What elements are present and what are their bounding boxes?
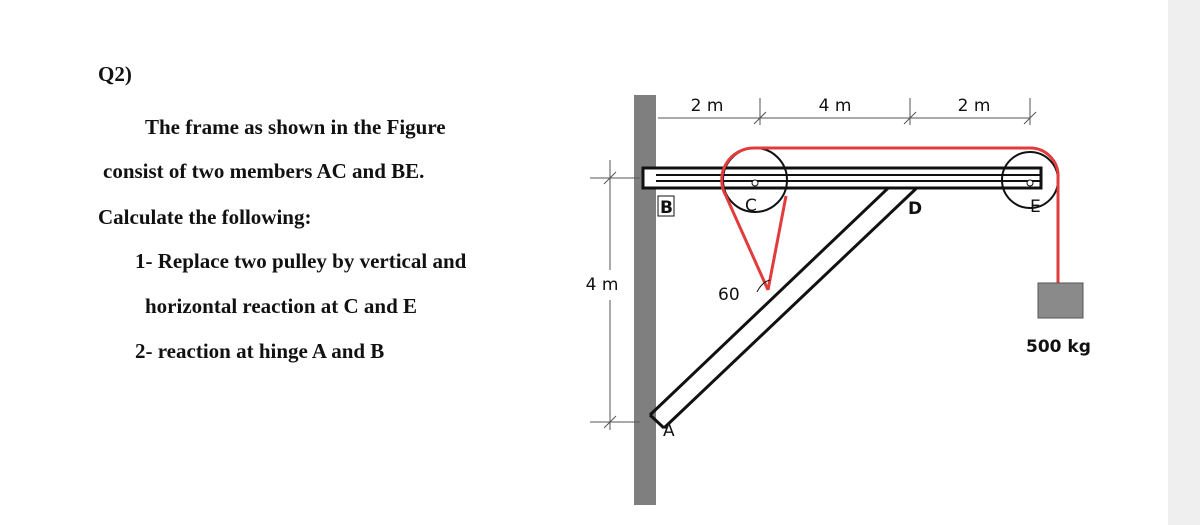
question-number: Q2) (98, 62, 132, 86)
point-label: C (745, 196, 757, 216)
member-ac (648, 170, 924, 430)
member-be (641, 166, 1043, 190)
rope (720, 146, 1060, 291)
page: Q2) The frame as shown in the Figure con… (0, 0, 1168, 525)
pulley-pin (1026, 179, 1034, 187)
dimension-label: 4 m (819, 96, 852, 116)
pulley-pin (751, 179, 759, 187)
label-box (657, 195, 675, 217)
angle-label: 60 (718, 285, 740, 305)
point-label: B (660, 198, 673, 218)
point-label: A (663, 421, 675, 441)
point-label: D (908, 199, 922, 219)
angle-arc (756, 279, 771, 293)
point-label: E (1030, 197, 1041, 217)
rope (766, 195, 788, 291)
mass-label: 500 kg (1026, 337, 1091, 357)
dimension-lines (590, 98, 1037, 430)
question-line: 1- Replace two pulley by vertical and (135, 249, 467, 273)
dimension-label: 2 m (958, 96, 991, 116)
question-line: The frame as shown in the Figure (145, 115, 446, 139)
dimension-label: 4 m (586, 275, 619, 295)
question-line: Calculate the following: (98, 205, 312, 229)
question-line: horizontal reaction at C and E (145, 294, 418, 318)
weight (1037, 282, 1084, 319)
wall (634, 95, 656, 505)
question-line: consist of two members AC and BE. (103, 159, 425, 183)
dimension-label: 2 m (691, 96, 724, 116)
frame-figure: 2 m 4 m 2 m 4 m B C D E A 60 500 kg (586, 95, 1091, 505)
question-line: 2- reaction at hinge A and B (135, 339, 385, 363)
